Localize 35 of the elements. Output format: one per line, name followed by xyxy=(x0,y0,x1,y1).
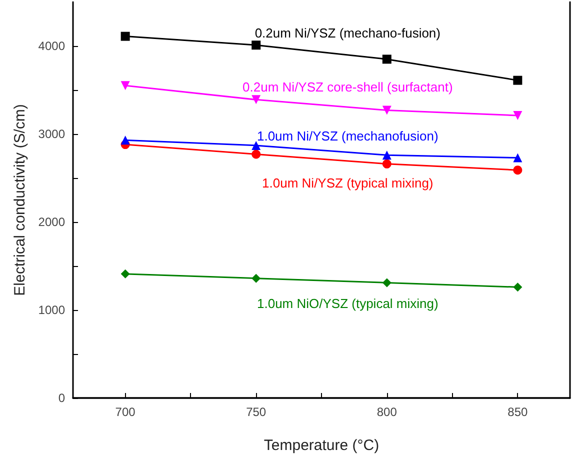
x-tick-label: 850 xyxy=(508,405,528,419)
series-label: 1.0um Ni/YSZ (typical mixing) xyxy=(262,176,434,191)
point xyxy=(252,40,261,50)
x-axis-title: Temperature (°C) xyxy=(264,437,380,454)
y-axis-title: Electrical conductivity (S/cm) xyxy=(11,104,28,296)
point xyxy=(252,95,261,104)
y-tick-label: 1000 xyxy=(38,303,66,317)
x-tick-label: 750 xyxy=(246,405,266,419)
series-label: 0.2um Ni/YSZ core-shell (surfactant) xyxy=(242,80,453,95)
x-tick-label: 700 xyxy=(115,405,136,419)
series-label: 1.0um NiO/YSZ (typical mixing) xyxy=(256,296,438,311)
point xyxy=(252,140,261,150)
point xyxy=(382,54,392,64)
point xyxy=(513,76,522,85)
point xyxy=(120,32,130,41)
point xyxy=(252,274,261,283)
y-tick-label: 2000 xyxy=(38,215,66,229)
y-tick-label: 0 xyxy=(58,391,66,405)
point xyxy=(382,106,392,115)
point xyxy=(252,150,261,159)
point xyxy=(382,278,392,288)
point xyxy=(120,81,130,90)
point xyxy=(120,269,130,278)
point xyxy=(513,153,522,162)
point xyxy=(513,111,522,120)
y-tick-label: 3000 xyxy=(38,127,66,141)
point xyxy=(120,136,130,145)
series-label: 0.2um Ni/YSZ (mechano-fusion) xyxy=(254,25,440,40)
point xyxy=(382,159,392,168)
point xyxy=(513,282,522,292)
y-tick-label: 4000 xyxy=(38,39,66,53)
series-label: 1.0um Ni/YSZ (mechanofusion) xyxy=(256,128,438,144)
point xyxy=(382,150,392,160)
x-tick-label: 800 xyxy=(376,405,398,419)
point xyxy=(513,166,522,175)
